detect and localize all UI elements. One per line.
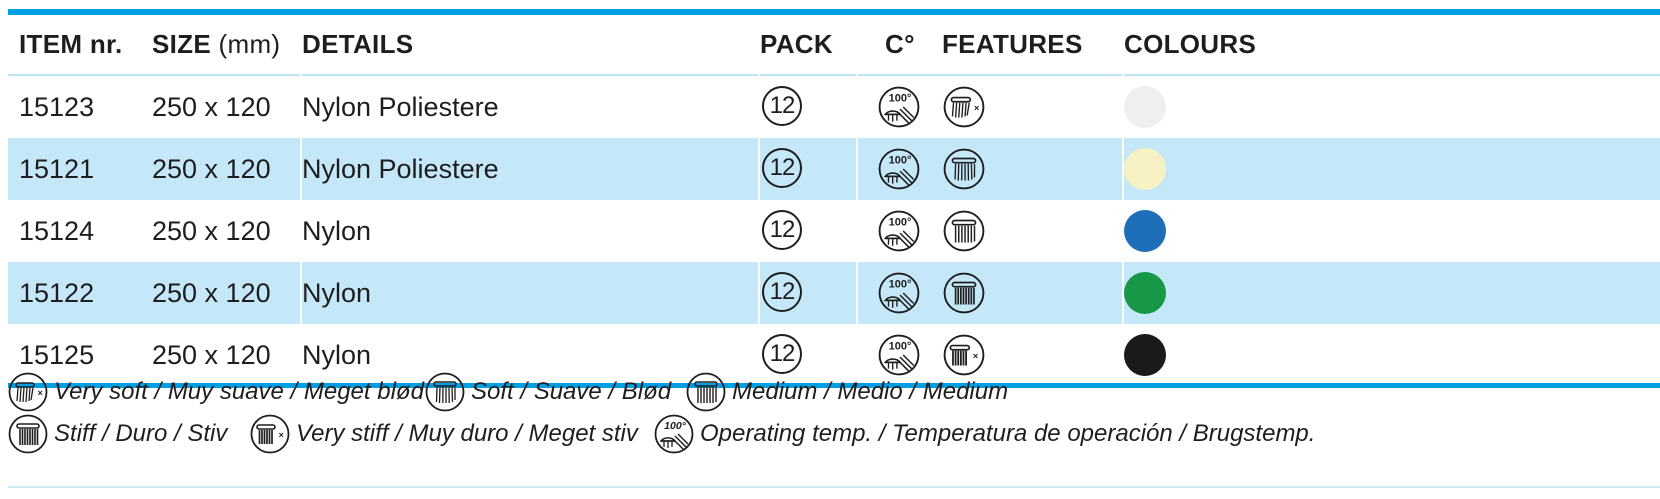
header-size: SIZE (mm)	[152, 29, 281, 59]
header-pack: PACK	[760, 29, 833, 59]
column-separator	[758, 15, 760, 386]
very-soft-brush-icon	[943, 86, 985, 128]
top-rule	[8, 9, 1660, 15]
header-item: ITEM nr.	[19, 29, 123, 59]
header-features: FEATURES	[942, 29, 1083, 59]
header-rule	[8, 74, 1660, 76]
cell-details: Nylon Poliestere	[302, 92, 499, 122]
temp-100-icon	[878, 272, 920, 314]
footer-rule	[8, 486, 1660, 488]
cell-size: 250 x 120	[152, 216, 271, 246]
temp-100-icon	[878, 86, 920, 128]
pack-badge: 12	[762, 210, 802, 250]
medium-brush-icon	[686, 372, 726, 412]
legend-very-soft-label: Very soft / Muy suave / Meget blød	[54, 378, 424, 405]
cell-details: Nylon	[302, 278, 372, 308]
cell-item: 15123	[19, 92, 95, 122]
legend-stiff-label: Stiff / Duro / Stiv	[54, 420, 228, 447]
temp-100-icon	[654, 414, 694, 454]
table-row: 15125 250 x 120 Nylon 12	[8, 324, 1660, 386]
cell-item: 15121	[19, 154, 95, 184]
header-details: DETAILS	[302, 29, 414, 59]
stiff-brush-icon	[943, 272, 985, 314]
table-body: 15123 250 x 120 Nylon Poliestere 12 1512…	[8, 76, 1660, 386]
cell-details: Nylon	[302, 340, 372, 370]
pack-badge: 12	[762, 334, 802, 374]
cell-size: 250 x 120	[152, 278, 271, 308]
pack-badge: 12	[762, 272, 802, 312]
column-separator	[856, 15, 858, 386]
table-header: ITEM nr. SIZE (mm) DETAILS PACK C° FEATU…	[8, 15, 1660, 74]
cell-details: Nylon Poliestere	[302, 154, 499, 184]
column-separator	[300, 15, 302, 386]
stiff-brush-icon	[8, 414, 48, 454]
table-row: 15123 250 x 120 Nylon Poliestere 12	[8, 76, 1660, 138]
colour-swatch	[1124, 86, 1166, 128]
colour-swatch	[1124, 334, 1166, 376]
very-stiff-brush-icon	[250, 414, 290, 454]
cell-size: 250 x 120	[152, 154, 271, 184]
colour-swatch	[1124, 210, 1166, 252]
temp-100-icon	[878, 334, 920, 376]
medium-brush-icon	[943, 210, 985, 252]
header-temp: C°	[885, 29, 915, 59]
table-row: 15121 250 x 120 Nylon Poliestere 12	[8, 138, 1660, 200]
colour-swatch	[1124, 148, 1166, 190]
very-stiff-brush-icon	[943, 334, 985, 376]
legend-soft-label: Soft / Suave / Blød	[471, 378, 672, 405]
table-row: 15122 250 x 120 Nylon 12	[8, 262, 1660, 324]
column-separator	[1122, 15, 1124, 386]
legend-temp-label: Operating temp. / Temperatura de operaci…	[700, 420, 1316, 447]
table-row: 15124 250 x 120 Nylon 12	[8, 200, 1660, 262]
legend-very-stiff-label: Very stiff / Muy duro / Meget stiv	[296, 420, 638, 447]
temp-100-icon	[878, 210, 920, 252]
soft-brush-icon	[943, 148, 985, 190]
cell-item: 15125	[19, 340, 95, 370]
soft-brush-icon	[425, 372, 465, 412]
cell-details: Nylon	[302, 216, 372, 246]
cell-item: 15124	[19, 216, 95, 246]
cell-size: 250 x 120	[152, 340, 271, 370]
header-colours: COLOURS	[1124, 29, 1257, 59]
pack-badge: 12	[762, 148, 802, 188]
cell-item: 15122	[19, 278, 95, 308]
temp-100-icon	[878, 148, 920, 190]
bottom-rule	[8, 383, 1660, 388]
cell-size: 250 x 120	[152, 92, 271, 122]
colour-swatch	[1124, 272, 1166, 314]
very-soft-brush-icon	[8, 372, 48, 412]
legend-medium-label: Medium / Medio / Medium	[732, 378, 1009, 405]
pack-badge: 12	[762, 86, 802, 126]
header-size-unit: (mm)	[218, 29, 281, 59]
